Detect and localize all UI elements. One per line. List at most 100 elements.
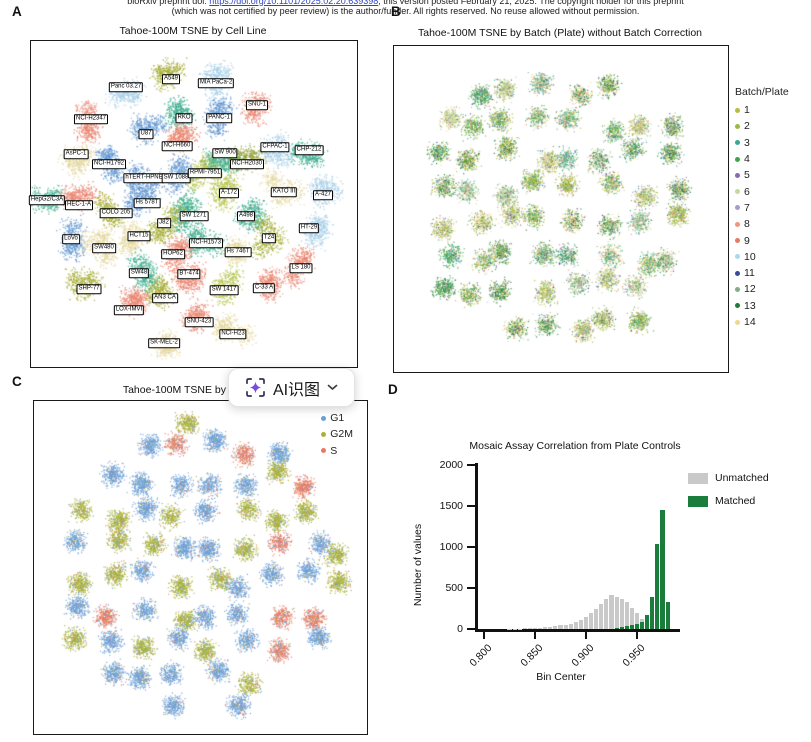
panel-c-letter: C <box>12 374 22 389</box>
legend-dot <box>735 254 740 260</box>
legend-label: 8 <box>744 218 750 231</box>
histogram-bar-unmatched <box>573 622 578 629</box>
histogram-bar-unmatched <box>548 626 553 629</box>
cluster-label-cfpac-1: CFPAC-1 <box>260 142 290 152</box>
x-tick-mark <box>482 632 486 639</box>
panel-d-x-axis <box>475 629 680 632</box>
batch-legend: Batch/Plate 1 2 3 4 5 6 7 8 9 10 11 12 13 14 <box>735 86 789 330</box>
histogram-bar-unmatched <box>522 628 527 629</box>
histogram-bar-matched <box>655 543 660 629</box>
cluster-label-lovo: LoVo <box>62 234 80 244</box>
cluster-label-lox-imvi: LOX-IMVI <box>113 305 145 315</box>
legend-dot <box>735 172 740 178</box>
histogram-bar-unmatched <box>553 625 558 629</box>
cluster-label-hs-578t: Hs 578T <box>133 198 161 208</box>
legend-item-phase-s: S <box>321 443 353 459</box>
histogram-bar-unmatched <box>604 598 609 629</box>
cluster-label-shp-77: SHP-77 <box>76 284 102 294</box>
panel-d-letter: D <box>388 382 398 397</box>
cluster-label-panc-03-27: Panc 03.27 <box>108 82 144 92</box>
histogram-bar-unmatched <box>563 625 568 629</box>
histogram-bar-unmatched <box>609 595 614 629</box>
cluster-label-a498: A498 <box>236 211 256 221</box>
cluster-label-a-172: A-172 <box>218 188 240 198</box>
legend-label: 3 <box>744 136 750 149</box>
panel-d-y-axis <box>475 463 478 631</box>
header-line-1: bioRxiv preprint doi: https://doi.org/10… <box>0 0 811 6</box>
y-tick-label: 0 <box>457 623 463 635</box>
histogram-bar-matched <box>634 624 640 629</box>
legend-swatch <box>688 472 708 484</box>
panel-b-letter: B <box>391 4 401 19</box>
histogram-bar-matched <box>619 626 624 629</box>
legend-label: Unmatched <box>715 472 769 484</box>
batch-legend-items: 1 2 3 4 5 6 7 8 9 10 11 12 13 14 <box>735 102 789 330</box>
cluster-label-u87: U87 <box>138 129 154 139</box>
y-tick-label: 1500 <box>439 500 463 512</box>
cluster-label-hop62: HOP62 <box>161 249 185 259</box>
legend-item-batch-4: 4 <box>735 151 789 167</box>
legend-dot <box>321 431 327 437</box>
cluster-label-hs-746t: Hs 746T <box>224 247 252 257</box>
legend-label: G1 <box>330 412 345 425</box>
legend-dot <box>735 303 740 309</box>
legend-label: 6 <box>744 185 750 198</box>
legend-item-batch-10: 10 <box>735 249 789 265</box>
histogram-bar-unmatched <box>594 609 599 629</box>
cluster-label-nci-h2347: NCI-H2347 <box>73 114 109 124</box>
cluster-label-c-33-a: C-33 A <box>252 283 276 293</box>
panel-b-plot <box>393 45 729 373</box>
ai-lens-label: AI识图 <box>272 381 321 399</box>
legend-label: S <box>330 444 338 457</box>
histogram-bar-unmatched <box>578 619 583 629</box>
panel-b-title: Tahoe-100M TSNE by Batch (Plate) without… <box>417 27 703 39</box>
legend-dot <box>735 221 740 227</box>
panel-a-plot: A549 Panc 03.27 MIA PaCa-2 NCI-H2347 RKO PANC… <box>28 40 358 368</box>
sparkle-icon <box>245 377 266 398</box>
cluster-label-nci-h2030: NCI-H2030 <box>229 159 265 169</box>
legend-item-phase-g2m: G2M <box>321 426 353 442</box>
cluster-label-hec-1-a: HEC-1-A <box>64 200 94 210</box>
panel-a-cluster-labels: A549 Panc 03.27 MIA PaCa-2 NCI-H2347 RKO PANC… <box>28 41 357 367</box>
legend-dot <box>735 123 740 129</box>
y-tick-mark <box>467 627 475 631</box>
histogram-bar-matched <box>665 601 670 629</box>
y-tick-label: 500 <box>445 582 463 594</box>
cluster-label-rko: RKO <box>175 113 193 123</box>
legend-swatch <box>688 495 708 507</box>
legend-dot <box>735 140 740 146</box>
legend-label: 1 <box>744 104 750 117</box>
ai-lens-button[interactable]: AI识图 <box>228 368 355 407</box>
cell-cycle-legend: G1 G2M S <box>321 410 353 459</box>
cluster-label-sw-1088: SW 1088 <box>161 173 191 183</box>
panel-d-x-axis-label: Bin Center <box>536 671 586 683</box>
legend-label: 7 <box>744 201 750 214</box>
legend-label: 13 <box>744 299 756 312</box>
y-tick-mark <box>467 504 475 508</box>
legend-item-phase-g1: G1 <box>321 410 353 426</box>
y-tick-mark <box>467 586 475 590</box>
cluster-label-kato-iii: KATO III <box>270 187 298 197</box>
doi-link[interactable]: https://doi.org/10.1101/2025.02.20.63939… <box>209 0 379 6</box>
panel-c-plot: G1 G2M S <box>33 400 368 735</box>
legend-item-batch-9: 9 <box>735 232 789 248</box>
batch-legend-title: Batch/Plate <box>735 86 789 98</box>
y-tick-mark <box>467 463 475 467</box>
legend-item-batch-7: 7 <box>735 200 789 216</box>
legend-dot <box>735 205 740 211</box>
legend-dot <box>735 189 740 195</box>
legend-item-batch-5: 5 <box>735 167 789 183</box>
histogram-bar-unmatched <box>583 616 589 629</box>
cluster-label-a549: A549 <box>161 74 181 84</box>
histogram-bar-matched <box>660 510 665 629</box>
legend-dot <box>735 319 740 325</box>
legend-label: 11 <box>744 267 755 280</box>
histogram-bar-matched <box>650 597 655 629</box>
histogram-bar-unmatched <box>629 607 634 629</box>
legend-label: 9 <box>744 234 750 247</box>
cluster-label-sw480: SW480 <box>92 243 116 253</box>
legend-item-batch-11: 11 <box>735 265 789 281</box>
legend-label: 4 <box>744 153 750 166</box>
header-line-2: (which was not certified by peer review)… <box>171 5 640 16</box>
legend-label: 14 <box>744 316 756 328</box>
